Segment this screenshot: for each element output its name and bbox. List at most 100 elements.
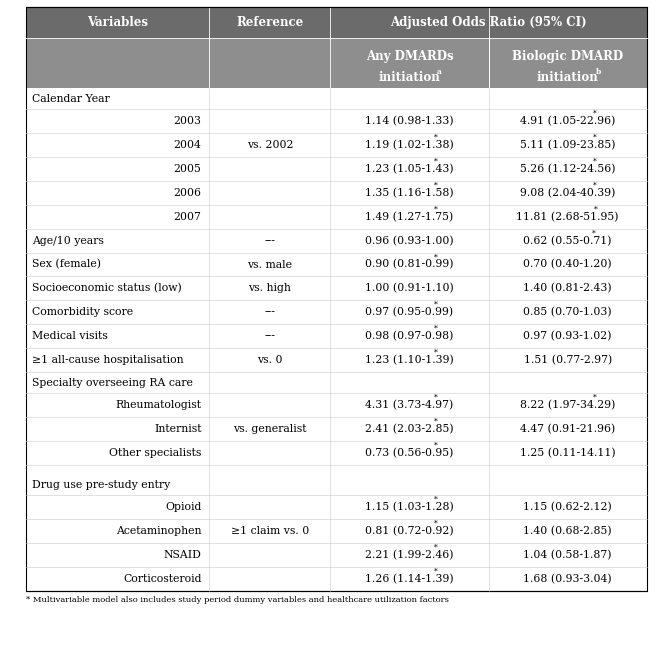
Text: 2.21 (1.99-2.46): 2.21 (1.99-2.46) bbox=[365, 550, 453, 560]
Text: 1.23 (1.05-1.43): 1.23 (1.05-1.43) bbox=[365, 164, 454, 174]
Text: Acetaminophen: Acetaminophen bbox=[116, 526, 201, 536]
Text: vs. 0: vs. 0 bbox=[257, 355, 282, 365]
Bar bbox=[26, 393, 647, 417]
Text: Medical visits: Medical visits bbox=[32, 331, 108, 341]
Text: 2004: 2004 bbox=[174, 140, 201, 151]
Text: *: * bbox=[593, 158, 597, 166]
Text: Drug use pre-study entry: Drug use pre-study entry bbox=[32, 479, 170, 490]
Text: initiation: initiation bbox=[379, 71, 440, 84]
Text: 0.85 (0.70-1.03): 0.85 (0.70-1.03) bbox=[523, 307, 612, 318]
Text: 1.51 (0.77-2.97): 1.51 (0.77-2.97) bbox=[523, 355, 612, 365]
Text: Reference: Reference bbox=[236, 16, 304, 29]
Text: 8.22 (1.97-34.29): 8.22 (1.97-34.29) bbox=[520, 400, 615, 410]
Text: 1.15 (1.03-1.28): 1.15 (1.03-1.28) bbox=[365, 502, 454, 512]
Bar bbox=[26, 300, 647, 324]
Text: Opioid: Opioid bbox=[165, 502, 201, 512]
Text: ---: --- bbox=[265, 235, 275, 246]
Text: *: * bbox=[595, 206, 598, 213]
Text: vs. 2002: vs. 2002 bbox=[247, 140, 293, 151]
Text: *: * bbox=[593, 182, 597, 190]
Bar bbox=[26, 372, 647, 393]
Bar bbox=[26, 229, 647, 253]
Text: 0.62 (0.55-0.71): 0.62 (0.55-0.71) bbox=[523, 235, 612, 246]
Text: Calendar Year: Calendar Year bbox=[32, 93, 110, 104]
Text: Corticosteroid: Corticosteroid bbox=[123, 573, 201, 584]
Text: 9.08 (2.04-40.39): 9.08 (2.04-40.39) bbox=[520, 188, 615, 198]
Text: *: * bbox=[434, 394, 438, 402]
Text: 0.97 (0.93-1.02): 0.97 (0.93-1.02) bbox=[523, 331, 612, 341]
Bar bbox=[26, 109, 647, 133]
Text: *: * bbox=[434, 253, 438, 261]
Text: 0.81 (0.72-0.92): 0.81 (0.72-0.92) bbox=[365, 526, 454, 536]
Text: 4.31 (3.73-4.97): 4.31 (3.73-4.97) bbox=[366, 400, 453, 410]
Bar bbox=[26, 465, 647, 474]
Text: 1.15 (0.62-2.12): 1.15 (0.62-2.12) bbox=[523, 502, 612, 512]
Text: * Multivariable model also includes study period dummy variables and healthcare : * Multivariable model also includes stud… bbox=[26, 596, 449, 604]
Text: 2005: 2005 bbox=[174, 164, 201, 174]
Text: 1.49 (1.27-1.75): 1.49 (1.27-1.75) bbox=[366, 211, 453, 222]
Text: Variables: Variables bbox=[87, 16, 148, 29]
Text: 0.73 (0.56-0.95): 0.73 (0.56-0.95) bbox=[365, 448, 453, 458]
Text: Comorbidity score: Comorbidity score bbox=[32, 307, 133, 318]
Bar bbox=[26, 417, 647, 441]
Bar bbox=[26, 276, 647, 300]
Text: 0.90 (0.81-0.99): 0.90 (0.81-0.99) bbox=[365, 259, 453, 270]
Text: *: * bbox=[434, 158, 438, 166]
Bar bbox=[26, 7, 647, 591]
Text: Internist: Internist bbox=[154, 424, 201, 434]
Bar bbox=[26, 38, 647, 88]
Text: *: * bbox=[434, 568, 438, 575]
Text: 1.40 (0.68-2.85): 1.40 (0.68-2.85) bbox=[523, 526, 612, 536]
Text: 1.19 (1.02-1.38): 1.19 (1.02-1.38) bbox=[365, 140, 454, 151]
Text: vs. generalist: vs. generalist bbox=[233, 424, 307, 434]
Text: 1.00 (0.91-1.10): 1.00 (0.91-1.10) bbox=[365, 283, 454, 294]
Text: Specialty overseeing RA care: Specialty overseeing RA care bbox=[32, 377, 193, 388]
Text: *: * bbox=[434, 442, 438, 450]
Bar bbox=[26, 495, 647, 519]
Text: *: * bbox=[434, 134, 438, 142]
Bar bbox=[26, 133, 647, 157]
Text: 1.25 (0.11-14.11): 1.25 (0.11-14.11) bbox=[520, 448, 616, 458]
Text: Age/10 years: Age/10 years bbox=[32, 235, 104, 246]
Text: *: * bbox=[434, 418, 438, 426]
Text: 1.14 (0.98-1.33): 1.14 (0.98-1.33) bbox=[365, 116, 454, 127]
Text: *: * bbox=[592, 229, 596, 237]
Text: 2006: 2006 bbox=[174, 188, 201, 198]
Bar bbox=[26, 157, 647, 181]
Text: vs. high: vs. high bbox=[248, 283, 291, 294]
Text: *: * bbox=[434, 544, 438, 552]
Text: ---: --- bbox=[265, 307, 275, 318]
Text: *: * bbox=[434, 496, 438, 504]
Text: *: * bbox=[434, 325, 438, 333]
Text: NSAID: NSAID bbox=[164, 550, 201, 560]
Bar bbox=[26, 474, 647, 495]
Text: 1.23 (1.10-1.39): 1.23 (1.10-1.39) bbox=[365, 355, 454, 365]
Bar bbox=[26, 7, 647, 38]
Text: 5.11 (1.09-23.85): 5.11 (1.09-23.85) bbox=[520, 140, 615, 151]
Text: Rheumatologist: Rheumatologist bbox=[115, 400, 201, 410]
Text: initiation: initiation bbox=[537, 71, 599, 84]
Text: 1.68 (0.93-3.04): 1.68 (0.93-3.04) bbox=[523, 573, 612, 584]
Bar bbox=[26, 324, 647, 348]
Text: a: a bbox=[437, 68, 442, 76]
Text: ≥1 all-cause hospitalisation: ≥1 all-cause hospitalisation bbox=[32, 355, 183, 365]
Text: 5.26 (1.12-24.56): 5.26 (1.12-24.56) bbox=[520, 164, 615, 174]
Bar bbox=[26, 253, 647, 276]
Text: *: * bbox=[593, 394, 597, 402]
Text: Any DMARDs: Any DMARDs bbox=[366, 50, 453, 63]
Text: 1.26 (1.14-1.39): 1.26 (1.14-1.39) bbox=[365, 573, 454, 584]
Text: 4.47 (0.91-21.96): 4.47 (0.91-21.96) bbox=[520, 424, 615, 434]
Text: ≥1 claim vs. 0: ≥1 claim vs. 0 bbox=[231, 526, 309, 536]
Text: *: * bbox=[434, 182, 438, 190]
Text: 11.81 (2.68-51.95): 11.81 (2.68-51.95) bbox=[516, 211, 619, 222]
Bar bbox=[26, 441, 647, 465]
Bar bbox=[26, 88, 647, 109]
Text: Biologic DMARD: Biologic DMARD bbox=[512, 50, 623, 63]
Text: *: * bbox=[593, 134, 597, 142]
Bar bbox=[26, 181, 647, 205]
Bar bbox=[26, 205, 647, 229]
Bar bbox=[26, 543, 647, 567]
Bar bbox=[26, 567, 647, 591]
Text: *: * bbox=[434, 520, 438, 528]
Text: 0.96 (0.93-1.00): 0.96 (0.93-1.00) bbox=[365, 235, 454, 246]
